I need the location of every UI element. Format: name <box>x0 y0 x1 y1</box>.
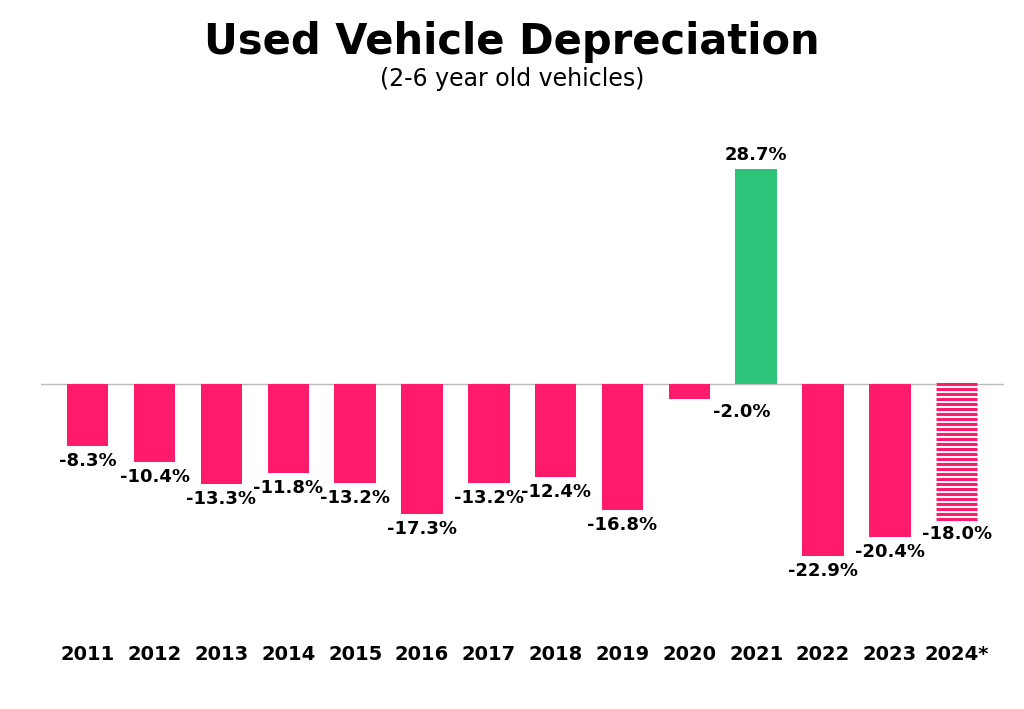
Bar <box>67 384 109 446</box>
Text: -17.3%: -17.3% <box>387 520 457 537</box>
Bar <box>602 384 643 510</box>
Bar <box>335 384 376 483</box>
Text: -22.9%: -22.9% <box>788 562 858 580</box>
Text: -11.8%: -11.8% <box>253 479 324 496</box>
Text: -12.4%: -12.4% <box>520 483 591 501</box>
Text: -2.0%: -2.0% <box>713 403 770 421</box>
Text: -20.4%: -20.4% <box>855 543 925 561</box>
Bar <box>267 384 309 472</box>
Text: Used Vehicle Depreciation: Used Vehicle Depreciation <box>204 21 820 63</box>
Text: -13.2%: -13.2% <box>454 489 524 507</box>
Text: -13.3%: -13.3% <box>186 490 256 508</box>
Bar <box>134 384 175 462</box>
Bar <box>468 384 510 483</box>
Bar <box>869 384 910 537</box>
Text: (2-6 year old vehicles): (2-6 year old vehicles) <box>380 67 644 91</box>
Bar <box>936 384 978 519</box>
Text: -18.0%: -18.0% <box>922 525 992 543</box>
Text: -10.4%: -10.4% <box>120 468 189 486</box>
Bar <box>201 384 242 484</box>
Bar <box>535 384 577 477</box>
Text: -16.8%: -16.8% <box>588 516 657 534</box>
Text: 28.7%: 28.7% <box>725 147 787 164</box>
Bar <box>803 384 844 556</box>
Text: -13.2%: -13.2% <box>321 489 390 507</box>
Bar <box>735 169 777 384</box>
Text: -8.3%: -8.3% <box>59 452 117 470</box>
Bar <box>669 384 710 399</box>
Bar <box>401 384 442 514</box>
